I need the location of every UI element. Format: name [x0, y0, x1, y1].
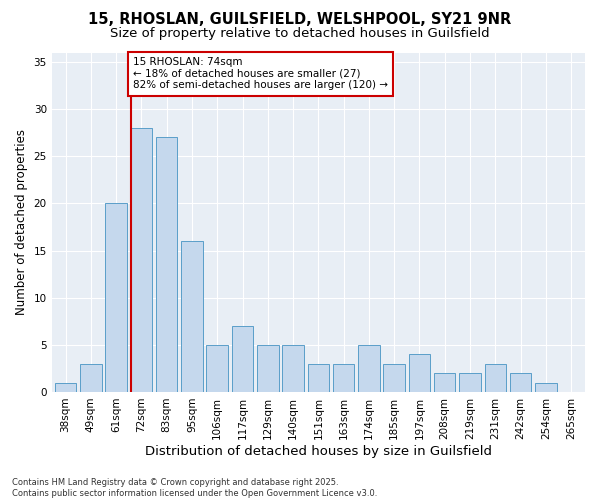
Bar [333, 364, 355, 392]
Text: 15, RHOSLAN, GUILSFIELD, WELSHPOOL, SY21 9NR: 15, RHOSLAN, GUILSFIELD, WELSHPOOL, SY21… [88, 12, 512, 28]
Bar [308, 364, 329, 392]
Bar [156, 138, 178, 392]
Bar [409, 354, 430, 392]
Bar [106, 204, 127, 392]
X-axis label: Distribution of detached houses by size in Guilsfield: Distribution of detached houses by size … [145, 444, 492, 458]
Bar [485, 364, 506, 392]
Bar [459, 373, 481, 392]
Text: 15 RHOSLAN: 74sqm
← 18% of detached houses are smaller (27)
82% of semi-detached: 15 RHOSLAN: 74sqm ← 18% of detached hous… [133, 57, 388, 90]
Bar [181, 241, 203, 392]
Bar [535, 382, 557, 392]
Bar [283, 345, 304, 392]
Bar [55, 382, 76, 392]
Bar [232, 326, 253, 392]
Bar [358, 345, 380, 392]
Bar [206, 345, 228, 392]
Bar [80, 364, 101, 392]
Text: Contains HM Land Registry data © Crown copyright and database right 2025.
Contai: Contains HM Land Registry data © Crown c… [12, 478, 377, 498]
Bar [257, 345, 278, 392]
Text: Size of property relative to detached houses in Guilsfield: Size of property relative to detached ho… [110, 28, 490, 40]
Bar [510, 373, 531, 392]
Bar [383, 364, 405, 392]
Bar [131, 128, 152, 392]
Y-axis label: Number of detached properties: Number of detached properties [15, 129, 28, 315]
Bar [434, 373, 455, 392]
